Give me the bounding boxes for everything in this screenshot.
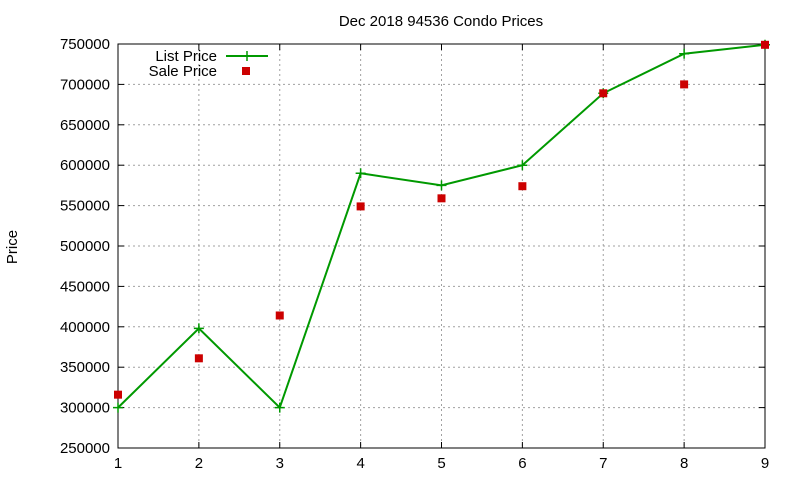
y-tick-label: 350000 xyxy=(60,359,110,376)
sale-price-point xyxy=(275,311,284,320)
list-price-point xyxy=(355,168,366,179)
series-layer xyxy=(113,39,770,413)
x-tick-label: 2 xyxy=(195,455,203,472)
legend-label-sale-price: Sale Price xyxy=(149,63,217,80)
sale-price-point xyxy=(599,89,608,98)
x-tick-label: 8 xyxy=(680,455,688,472)
y-tick-label: 300000 xyxy=(60,400,110,417)
x-tick-label: 7 xyxy=(599,455,607,472)
y-tick-label: 700000 xyxy=(60,76,110,93)
sale-price-point xyxy=(194,354,203,363)
x-tick-label: 1 xyxy=(114,455,122,472)
list-price-point xyxy=(679,48,690,59)
y-tick-label: 600000 xyxy=(60,157,110,174)
list-price-point xyxy=(436,180,447,191)
y-tick-label: 250000 xyxy=(60,440,110,457)
x-tick-label: 6 xyxy=(518,455,526,472)
y-tick-label: 650000 xyxy=(60,117,110,134)
y-tick-label: 750000 xyxy=(60,36,110,53)
sale-price-point xyxy=(356,202,365,211)
x-tick-label: 4 xyxy=(356,455,364,472)
sale-price-point xyxy=(680,80,689,89)
y-tick-label: 450000 xyxy=(60,278,110,295)
grid xyxy=(118,44,765,448)
legend: List Price Sale Price xyxy=(149,48,268,80)
y-tick-label: 550000 xyxy=(60,198,110,215)
legend-label-list-price: List Price xyxy=(155,48,217,65)
x-tick-label: 9 xyxy=(761,455,769,472)
list-price-point xyxy=(517,160,528,171)
sale-price-point xyxy=(518,182,527,191)
legend-marker-sale-price xyxy=(242,67,250,75)
y-axis-label: Price xyxy=(4,230,21,264)
sale-price-point xyxy=(761,40,769,49)
chart-title: Dec 2018 94536 Condo Prices xyxy=(339,13,543,30)
list-price-point xyxy=(113,402,123,413)
y-tick-label: 400000 xyxy=(60,319,110,336)
sale-price-point xyxy=(114,390,122,399)
sale-price-point xyxy=(437,194,446,203)
list-price-point xyxy=(274,402,285,413)
ticks: 250000 300000 350000 400000 450000 500000 5500… xyxy=(60,36,769,472)
y-tick-label: 500000 xyxy=(60,238,110,255)
x-tick-label: 3 xyxy=(276,455,284,472)
x-tick-label: 5 xyxy=(437,455,445,472)
legend-marker-list-price xyxy=(242,51,252,61)
plot-frame xyxy=(117,43,766,449)
list-price-point xyxy=(193,323,204,334)
